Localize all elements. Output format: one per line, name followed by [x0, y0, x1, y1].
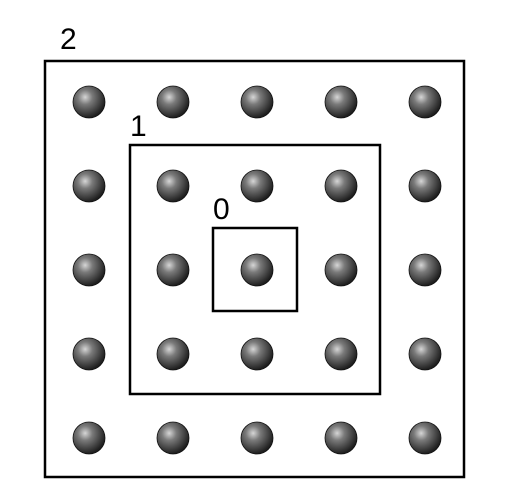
- shell-0-label: 0: [213, 193, 230, 226]
- sphere: [240, 337, 274, 371]
- sphere: [240, 253, 274, 287]
- sphere: [408, 253, 442, 287]
- shell-1-box: [128, 143, 382, 396]
- sphere: [324, 253, 358, 287]
- sphere: [156, 421, 190, 455]
- sphere: [408, 421, 442, 455]
- shell-0-box: [211, 226, 299, 313]
- sphere: [240, 85, 274, 119]
- sphere: [72, 85, 106, 119]
- shell-1-label: 1: [130, 110, 147, 143]
- sphere: [72, 421, 106, 455]
- sphere: [156, 337, 190, 371]
- sphere: [324, 421, 358, 455]
- sphere: [408, 169, 442, 203]
- shell-2-box: [43, 59, 466, 479]
- sphere: [324, 337, 358, 371]
- sphere: [156, 169, 190, 203]
- sphere: [324, 169, 358, 203]
- sphere: [408, 85, 442, 119]
- sphere: [240, 421, 274, 455]
- sphere: [240, 169, 274, 203]
- sphere: [156, 253, 190, 287]
- sphere: [156, 85, 190, 119]
- sphere: [72, 253, 106, 287]
- sphere: [72, 337, 106, 371]
- sphere-grid: [72, 85, 442, 455]
- shell-2-label: 2: [60, 23, 77, 56]
- sphere: [408, 337, 442, 371]
- sphere: [324, 85, 358, 119]
- sphere: [72, 169, 106, 203]
